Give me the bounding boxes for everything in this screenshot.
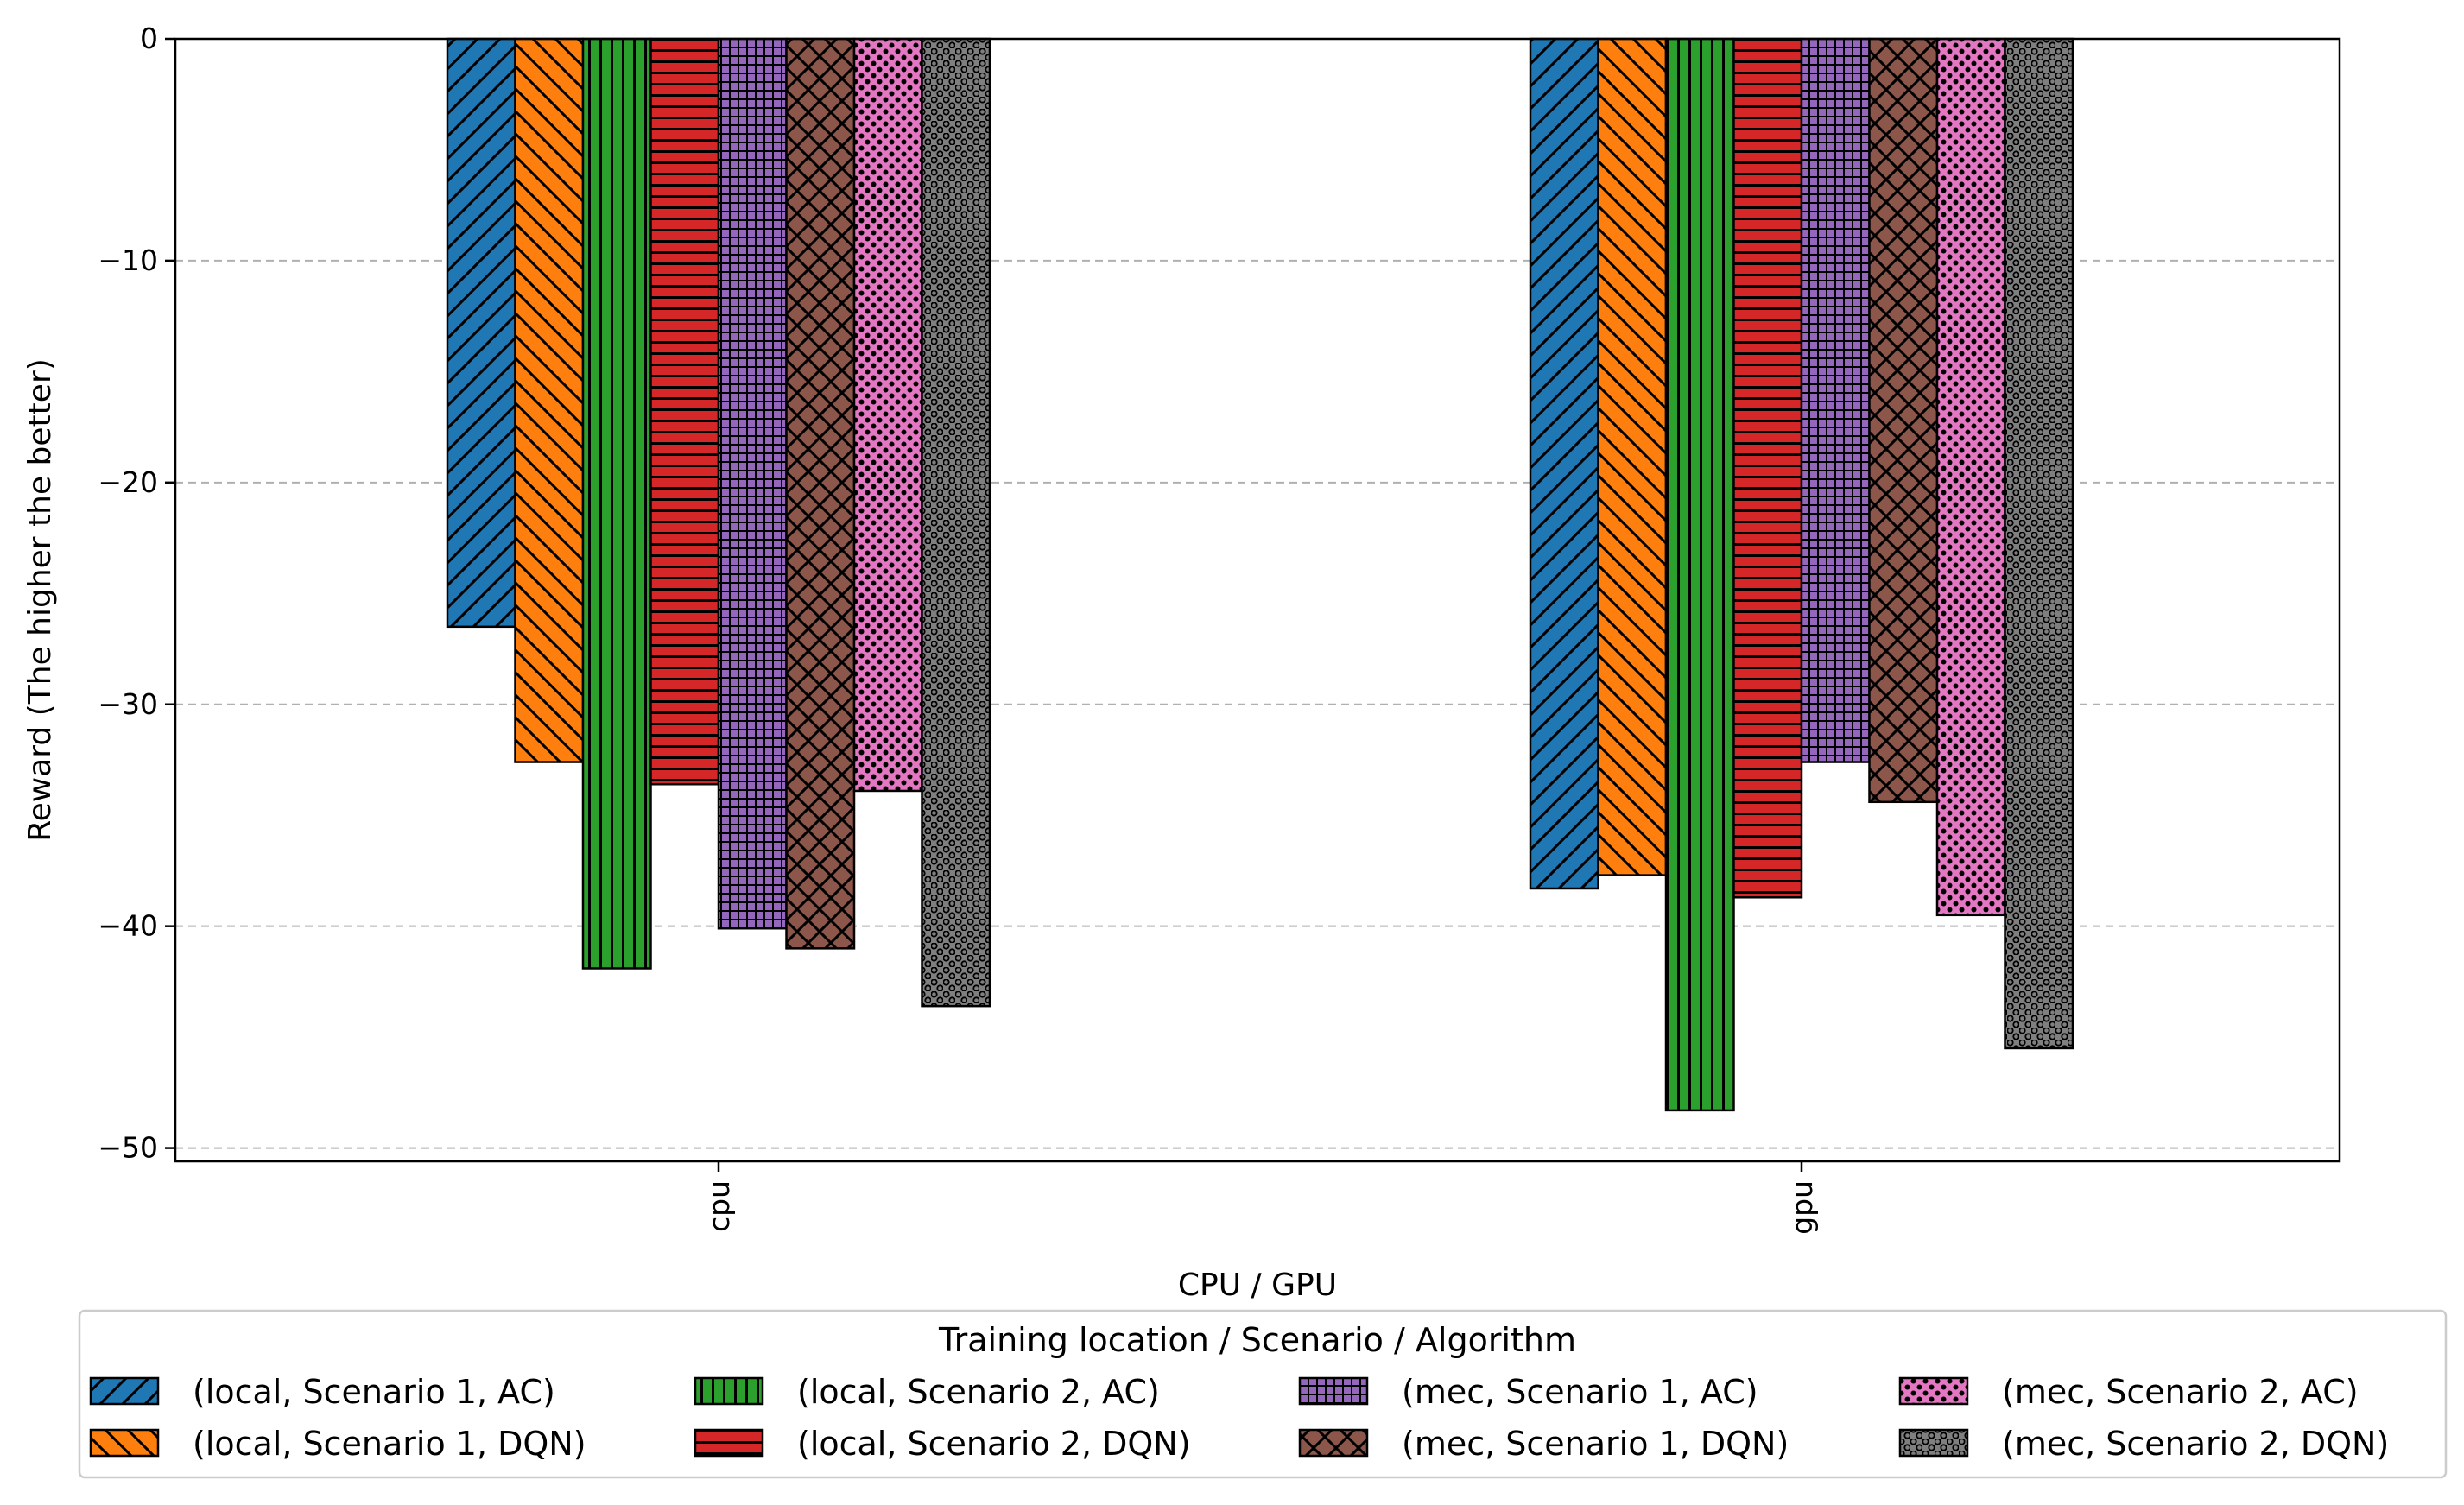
legend-label: (mec, Scenario 1, DQN) xyxy=(1402,1425,1789,1463)
bar-gpu-2 xyxy=(1597,37,1668,876)
bar-cpu-8 xyxy=(921,37,991,1008)
legend-swatch xyxy=(89,1428,160,1458)
legend-title: Training location / Scenario / Algorithm xyxy=(938,1321,1576,1359)
bar-cpu-6 xyxy=(785,37,856,950)
y-axis-title: Reward (The higher the better) xyxy=(22,358,58,842)
y-tick-label: −30 xyxy=(98,687,158,721)
legend-item-7: (mec, Scenario 2, AC) xyxy=(1898,1373,2359,1411)
legend-label: (local, Scenario 2, AC) xyxy=(797,1373,1160,1411)
bar-gpu-1 xyxy=(1529,37,1599,890)
plot-frame xyxy=(174,37,2341,1163)
legend-label: (mec, Scenario 2, DQN) xyxy=(2002,1425,2389,1463)
legend-label: (mec, Scenario 2, AC) xyxy=(2002,1373,2359,1411)
legend-swatch xyxy=(694,1428,764,1458)
legend-item-3: (local, Scenario 2, AC) xyxy=(694,1373,1160,1411)
bar-gpu-4 xyxy=(1732,37,1803,899)
legend-swatch xyxy=(89,1376,160,1406)
bar-gpu-6 xyxy=(1868,37,1939,804)
legend: Training location / Scenario / Algorithm… xyxy=(78,1309,2448,1479)
bar-cpu-1 xyxy=(446,37,516,629)
legend-swatch xyxy=(694,1376,764,1406)
legend-frame xyxy=(78,1309,2448,1479)
legend-label: (mec, Scenario 1, AC) xyxy=(1402,1373,1758,1411)
legend-item-6: (mec, Scenario 1, DQN) xyxy=(1298,1425,1789,1463)
y-tick-label: −50 xyxy=(98,1131,158,1165)
y-tick-label: −40 xyxy=(98,909,158,943)
legend-swatch xyxy=(1898,1428,1969,1458)
bars xyxy=(446,37,2074,1112)
bar-cpu-7 xyxy=(852,37,923,793)
legend-item-2: (local, Scenario 1, DQN) xyxy=(89,1425,586,1463)
bar-gpu-5 xyxy=(1800,37,1871,763)
y-axis: 0 −10 −20 −30 −40 −50 xyxy=(98,22,175,1165)
y-tick-label: 0 xyxy=(140,22,158,55)
y-tick-label: −20 xyxy=(98,465,158,499)
legend-label: (local, Scenario 1, AC) xyxy=(193,1373,555,1411)
legend-swatch xyxy=(1898,1376,1969,1406)
bar-gpu-3 xyxy=(1664,37,1735,1112)
bar-cpu-3 xyxy=(581,37,652,970)
x-tick-label-cpu: cpu xyxy=(702,1180,736,1232)
bar-gpu-8 xyxy=(2004,37,2074,1050)
bar-cpu-2 xyxy=(514,37,585,763)
legend-label: (local, Scenario 1, DQN) xyxy=(193,1425,586,1463)
legend-item-5: (mec, Scenario 1, AC) xyxy=(1298,1373,1758,1411)
y-tick-label: −10 xyxy=(98,243,158,277)
legend-item-4: (local, Scenario 2, DQN) xyxy=(694,1425,1191,1463)
legend-label: (local, Scenario 2, DQN) xyxy=(797,1425,1191,1463)
legend-swatch xyxy=(1298,1428,1369,1458)
legend-item-1: (local, Scenario 1, AC) xyxy=(89,1373,555,1411)
x-axis: cpu gpu xyxy=(702,1161,1819,1235)
bar-gpu-7 xyxy=(1935,37,2006,917)
legend-item-8: (mec, Scenario 2, DQN) xyxy=(1898,1425,2389,1463)
bar-cpu-5 xyxy=(717,37,788,930)
bar-cpu-4 xyxy=(649,37,720,786)
x-tick-label-gpu: gpu xyxy=(1785,1180,1819,1235)
legend-swatch xyxy=(1298,1376,1369,1406)
x-axis-title: CPU / GPU xyxy=(1178,1268,1337,1303)
